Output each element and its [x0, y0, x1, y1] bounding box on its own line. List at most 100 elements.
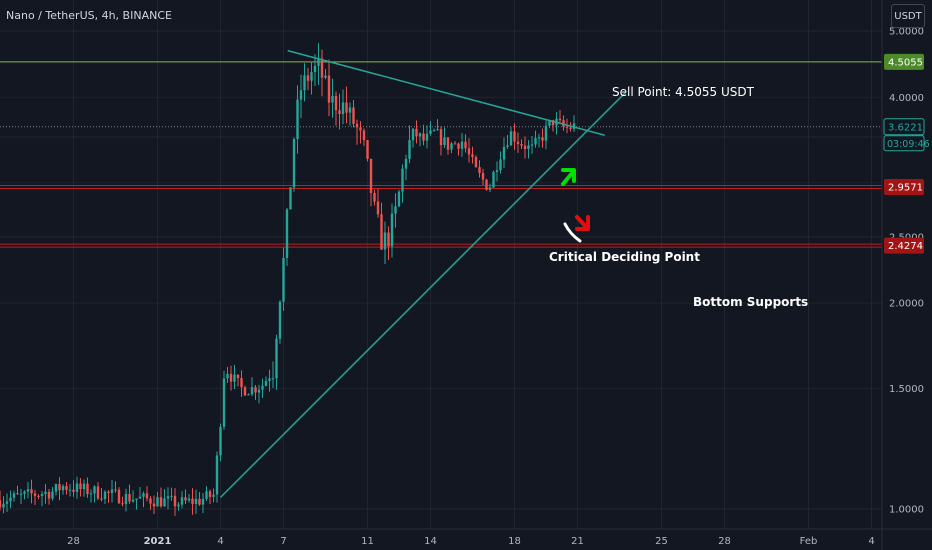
y-tick-label: 2.0000	[889, 299, 924, 310]
candle-body	[359, 127, 362, 131]
candle-body	[180, 497, 184, 505]
candle-body	[285, 209, 289, 259]
candle-body	[240, 378, 243, 388]
candle-body	[317, 58, 320, 66]
candle-body	[205, 491, 208, 499]
y-tick-label: 1.0000	[889, 505, 924, 516]
candle-body	[194, 498, 198, 504]
y-tick-label: 4.0000	[889, 93, 924, 104]
candle-body	[537, 137, 541, 139]
x-tick-label: 7	[280, 536, 286, 547]
candle-body	[187, 498, 191, 501]
candle-body	[415, 128, 418, 137]
candle-body	[362, 130, 366, 141]
candle-body	[467, 148, 471, 155]
candle-body	[131, 499, 135, 502]
candle-body	[282, 258, 285, 302]
candle-body	[425, 133, 429, 141]
candle-body	[303, 75, 306, 91]
candle-body	[544, 125, 548, 141]
candle-body	[0, 500, 2, 508]
candle-body	[569, 127, 572, 129]
candle-body	[292, 139, 296, 188]
candle-body	[254, 387, 257, 393]
candle-body	[457, 143, 460, 149]
candle-body	[278, 301, 282, 339]
candle-body	[128, 493, 131, 502]
support-price-badge	[884, 237, 924, 254]
candle-body	[334, 95, 338, 111]
candle-body	[79, 483, 82, 490]
candle-body	[338, 110, 341, 114]
decision-stroke	[563, 222, 582, 243]
candle-body	[37, 495, 40, 497]
candle-body	[401, 168, 404, 192]
time-axis[interactable]: 28 2021 4 7 11 14 18 21 25 28 Feb 4	[67, 536, 875, 547]
x-tick-label: 25	[655, 536, 668, 547]
currency-unit-button[interactable]: USDT	[891, 4, 925, 28]
candle-body	[23, 491, 26, 494]
candle-body	[264, 380, 268, 386]
candle-body	[355, 123, 359, 128]
candle-body	[156, 497, 159, 507]
candle-body	[527, 145, 530, 150]
candle-body	[159, 497, 163, 507]
support-price-badge-text: 2.4274	[888, 241, 923, 252]
candle-body	[376, 201, 380, 215]
candle-body	[366, 140, 369, 159]
candle-body	[250, 387, 254, 395]
candle-body	[345, 102, 348, 113]
candle-body	[523, 145, 527, 150]
symbol-title: Nano / TetherUS, 4h, BINANCE	[6, 9, 172, 22]
candle-body	[208, 491, 212, 497]
candle-body	[68, 489, 72, 491]
candle-body	[177, 504, 180, 507]
x-tick-label: 28	[67, 536, 80, 547]
candle-body	[243, 387, 247, 396]
candle-body	[534, 138, 537, 145]
candle-body	[478, 167, 481, 173]
candle-body	[481, 172, 485, 180]
candle-body	[191, 498, 194, 504]
candle-body	[453, 143, 457, 145]
candle-body	[40, 494, 44, 497]
candle-body	[114, 489, 117, 491]
candle-body	[212, 494, 215, 497]
candle-body	[320, 58, 324, 78]
candle-body	[44, 491, 47, 495]
candle-body	[310, 72, 313, 81]
candle-body	[86, 483, 89, 495]
candle-body	[411, 128, 415, 141]
candle-body	[516, 141, 520, 145]
sell-point-label: Sell Point: 4.5055 USDT	[612, 85, 755, 99]
candle-body	[499, 159, 502, 171]
candle-body	[5, 501, 9, 504]
x-tick-label: 14	[424, 536, 437, 547]
candle-body	[439, 129, 443, 146]
candle-body	[93, 486, 96, 494]
price-axis-badges: 4.5055 2.9571 2.4274 3.6221 03:09:46	[883, 53, 930, 254]
candle-body	[446, 137, 450, 150]
candle-body	[373, 192, 376, 202]
candle-body	[26, 489, 30, 492]
candle-body	[488, 187, 492, 190]
candle-body	[226, 373, 229, 379]
candle-body	[506, 145, 509, 147]
candle-body	[299, 90, 303, 100]
x-tick-label: Feb	[800, 536, 818, 547]
candle-body	[261, 385, 264, 390]
candle-body	[327, 75, 331, 103]
candle-body	[492, 171, 495, 188]
candle-body	[65, 485, 68, 490]
candle-body	[236, 374, 240, 379]
candle-body	[138, 496, 142, 499]
candle-body	[296, 99, 299, 140]
candle-body	[513, 131, 516, 142]
candle-body	[341, 102, 345, 114]
candle-body	[30, 489, 33, 494]
candle-body	[460, 141, 464, 149]
candle-body	[107, 491, 110, 493]
candle-body	[117, 489, 121, 504]
x-tick-label: 28	[718, 536, 731, 547]
